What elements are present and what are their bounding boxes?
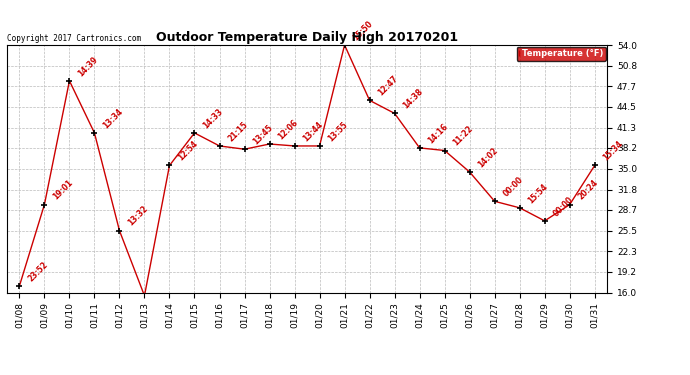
Text: 15:34: 15:34 [602,140,625,163]
Legend: Temperature (°F): Temperature (°F) [517,46,606,61]
Text: 14:16: 14:16 [426,122,450,145]
Text: 13:34: 13:34 [101,107,125,130]
Text: 16:35: 16:35 [0,374,1,375]
Text: 13:44: 13:44 [302,120,325,143]
Title: Outdoor Temperature Daily High 20170201: Outdoor Temperature Daily High 20170201 [156,31,458,44]
Text: 14:02: 14:02 [477,146,500,169]
Text: 00:00: 00:00 [502,175,525,198]
Text: 13:55: 13:55 [326,120,350,143]
Text: 12:47: 12:47 [377,74,400,98]
Text: 14:33: 14:33 [201,107,225,130]
Text: 13:32: 13:32 [126,204,150,228]
Text: 13:45: 13:45 [251,123,275,146]
Text: 23:52: 23:52 [26,260,50,283]
Text: 00:00: 00:00 [551,195,575,218]
Text: 15:54: 15:54 [526,182,550,205]
Text: Copyright 2017 Cartronics.com: Copyright 2017 Cartronics.com [7,33,141,42]
Text: 14:39: 14:39 [77,55,100,78]
Text: 15:50: 15:50 [351,19,375,42]
Text: 11:22: 11:22 [451,124,475,148]
Text: 21:15: 21:15 [226,120,250,143]
Text: 20:24: 20:24 [577,178,600,202]
Text: 19:01: 19:01 [51,178,75,202]
Text: 14:38: 14:38 [402,87,425,111]
Text: 12:06: 12:06 [277,118,300,141]
Text: 12:54: 12:54 [177,140,200,163]
